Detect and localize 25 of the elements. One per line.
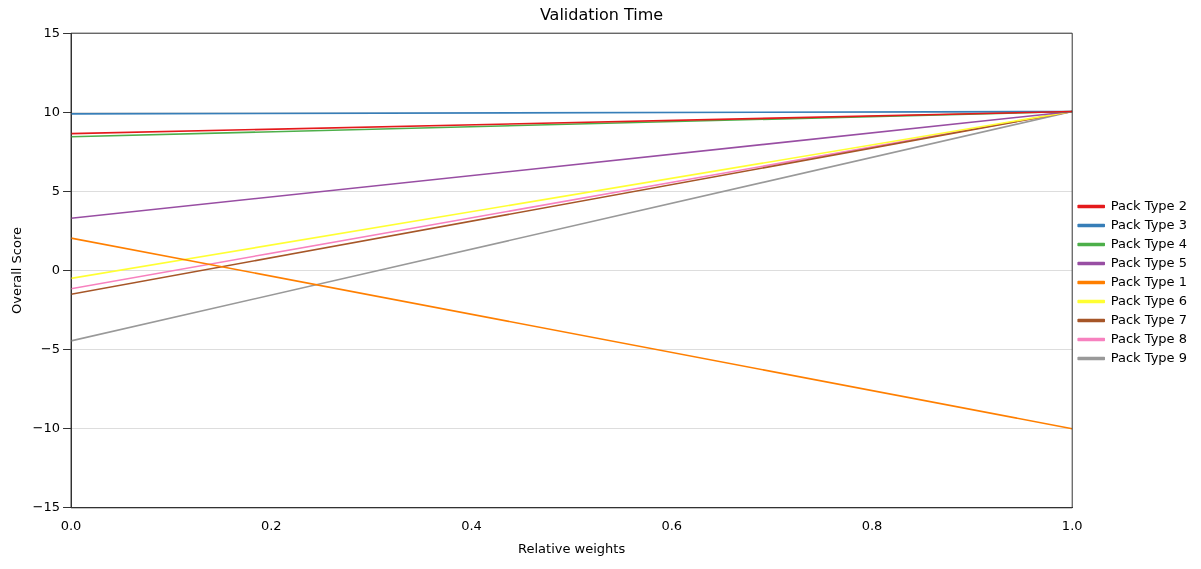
legend-label: Pack Type 9: [1110, 349, 1187, 365]
y-tick-label: −5: [40, 340, 61, 356]
y-tick-label: −10: [32, 420, 61, 436]
legend-label: Pack Type 4: [1110, 235, 1187, 251]
legend-label: Pack Type 7: [1110, 311, 1187, 327]
y-tick-label: 10: [43, 103, 61, 119]
x-tick-label: 0.8: [861, 517, 883, 533]
x-tick-label: 0.0: [60, 517, 82, 533]
legend-label: Pack Type 8: [1110, 330, 1187, 346]
x-tick-label: 0.2: [260, 517, 282, 533]
chart-title: Validation Time: [539, 4, 664, 24]
y-tick-label: 0: [51, 261, 61, 277]
y-tick-label: 5: [51, 182, 61, 198]
y-tick-label: −15: [32, 499, 61, 515]
x-tick-label: 0.4: [461, 517, 482, 533]
y-tick-label: 15: [43, 24, 61, 40]
legend-label: Pack Type 5: [1110, 254, 1187, 270]
x-tick-label: 1.0: [1061, 517, 1083, 533]
legend-label: Pack Type 6: [1110, 292, 1187, 308]
legend-label: Pack Type 2: [1110, 197, 1187, 213]
x-tick-label: 0.6: [661, 517, 683, 533]
x-axis-title: Relative weights: [518, 540, 626, 556]
legend-label: Pack Type 1: [1110, 273, 1187, 289]
legend-label: Pack Type 3: [1110, 216, 1187, 232]
y-axis-title: Overall Score: [9, 226, 25, 315]
